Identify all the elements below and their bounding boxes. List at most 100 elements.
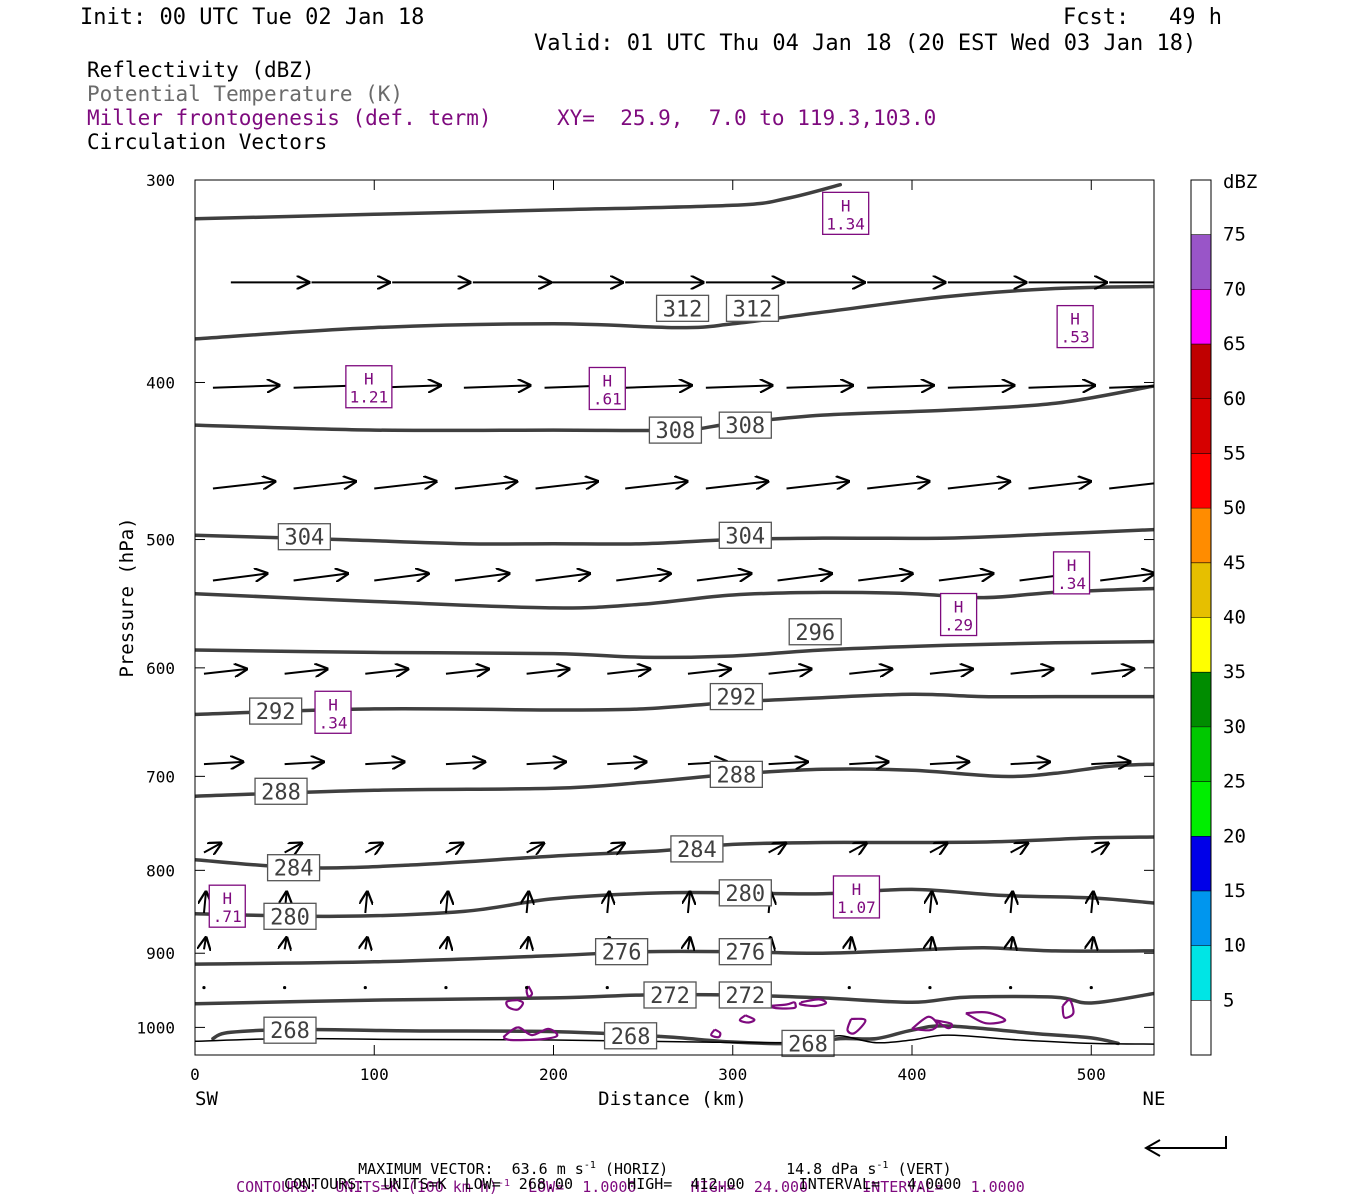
isentrope-312: [195, 284, 1154, 341]
y-tick-label: 600: [146, 659, 175, 678]
frontogenesis-contour: [798, 998, 828, 1008]
frontogenesis-high-letter: H: [1070, 310, 1080, 329]
colorbar-label: 60: [1223, 388, 1246, 410]
isentrope-label: 268: [788, 1032, 828, 1057]
circulation-vector: [284, 762, 324, 764]
isentrope-label-box: [263, 1016, 317, 1044]
frontogenesis-high-box: [208, 884, 246, 928]
circulation-vector: [365, 938, 367, 950]
frontogenesis-high-value: 1.34: [826, 214, 865, 233]
isentrope-label: 308: [656, 419, 696, 444]
isentrope-label-box: [718, 938, 772, 966]
colorbar-segment: [1191, 508, 1211, 563]
circulation-vector: [1089, 985, 1093, 990]
circulation-vector: [445, 762, 485, 764]
frontogenesis-high-box: [939, 592, 978, 637]
frontogenesis-contour: [965, 1010, 1007, 1025]
colorbar-segment: [1191, 726, 1211, 782]
legend-reflectivity: Reflectivity (dBZ): [87, 58, 315, 82]
circulation-vector: [1010, 843, 1028, 852]
circulation-vector: [1011, 892, 1013, 914]
circulation-vector: [606, 843, 624, 852]
circulation-vector: [204, 892, 206, 914]
frontogenesis-high-letter: H: [364, 370, 374, 389]
frontogenesis-high-value: .53: [1061, 328, 1090, 347]
circulation-vector: [284, 669, 328, 674]
circulation-vector: [446, 938, 448, 950]
isentrope-label: 292: [716, 686, 756, 711]
contours-frontogenesis-units: CONTOURS: UNITS=K (100 km h): [236, 1178, 498, 1196]
isentrope-316: [195, 182, 843, 221]
circulation-vector: [867, 481, 929, 488]
circulation-vector: [858, 574, 912, 581]
circulation-vector: [535, 481, 598, 488]
circulation-vector: [374, 481, 436, 488]
circulation-vector: [527, 938, 529, 950]
isentrope-label: 288: [716, 763, 756, 788]
frontogenesis-high-value: .34: [319, 713, 348, 732]
colorbar-segment: [1191, 180, 1211, 235]
colorbar-label: 70: [1223, 278, 1246, 300]
isentrope-288: [195, 762, 1154, 798]
circulation-vector: [1100, 574, 1154, 581]
circulation-vector: [212, 574, 267, 581]
isentrope-label-box: [266, 854, 321, 882]
circulation-vector: [526, 843, 544, 852]
isentrope-label: 288: [261, 780, 301, 805]
circulation-vector: [293, 574, 348, 581]
frontogenesis-high-letter: H: [841, 196, 851, 215]
isentrope-label: 272: [725, 984, 765, 1009]
isentrope-label-box: [277, 523, 331, 551]
x-axis-label: Distance (km): [598, 1088, 747, 1110]
x-tick-label: 100: [360, 1065, 389, 1084]
circulation-vector: [786, 481, 849, 488]
frontogenesis-high-letter: H: [602, 371, 612, 390]
circulation-vector: [365, 892, 367, 914]
colorbar-label: 50: [1223, 497, 1246, 519]
circulation-vector: [1109, 482, 1154, 490]
isentrope-label: 272: [650, 984, 690, 1009]
frontogenesis-high-letter: H: [954, 598, 964, 617]
y-tick-label: 700: [146, 767, 175, 786]
frontogenesis-high-value: .61: [593, 389, 622, 408]
circulation-vector: [203, 669, 247, 674]
x-tick-label: 200: [539, 1065, 568, 1084]
frontogenesis-high-value: .34: [1057, 574, 1086, 593]
frontogenesis-high-box: [345, 365, 393, 409]
circulation-vector: [930, 892, 932, 914]
colorbar-label: 75: [1223, 224, 1246, 246]
circulation-vector: [947, 481, 1010, 488]
plot-frame: [194, 179, 1155, 1056]
circulation-vector: [625, 385, 691, 387]
frontogenesis-high-value: 1.07: [837, 898, 876, 917]
isentrope-label: 276: [725, 941, 765, 966]
contours-frontogenesis-range: LOW= 1.0000 HIGH= 24.000 INTERVAL= 1.000…: [510, 1178, 1025, 1196]
isentrope-label-box: [603, 1022, 658, 1050]
circulation-vector: [365, 669, 408, 674]
frontogenesis-high-value: .71: [213, 907, 242, 926]
frontogenesis-high-box: [1052, 551, 1091, 595]
circulation-vector: [938, 574, 993, 581]
isentrope-300: [195, 586, 1154, 610]
max-vector-value: MAXIMUM VECTOR: 63.6 m s: [358, 1160, 584, 1178]
max-vector-horiz: (HORIZ): [595, 1160, 669, 1178]
y-axis-label: Pressure (hPa): [116, 517, 138, 677]
frontogenesis-contour: [1061, 998, 1075, 1019]
isentrope-label-box: [725, 294, 780, 322]
circulation-vector: [696, 574, 751, 581]
circulation-vector: [204, 938, 206, 950]
circulation-vector: [203, 843, 221, 852]
isentrope-label-box: [254, 777, 308, 805]
x-tick-label: 400: [898, 1065, 927, 1084]
circulation-vector: [525, 985, 529, 990]
max-vector-vert-tail: (VERT): [888, 1160, 952, 1178]
circulation-vector: [849, 669, 892, 674]
circulation-vector: [1010, 762, 1050, 764]
frontogenesis-high-box: [1056, 304, 1094, 349]
circulation-vector: [363, 985, 367, 990]
circulation-vector: [1011, 938, 1013, 950]
isentrope-label-box: [718, 981, 772, 1009]
colorbar-segment: [1191, 672, 1211, 727]
colorbar-segment: [1191, 562, 1211, 618]
